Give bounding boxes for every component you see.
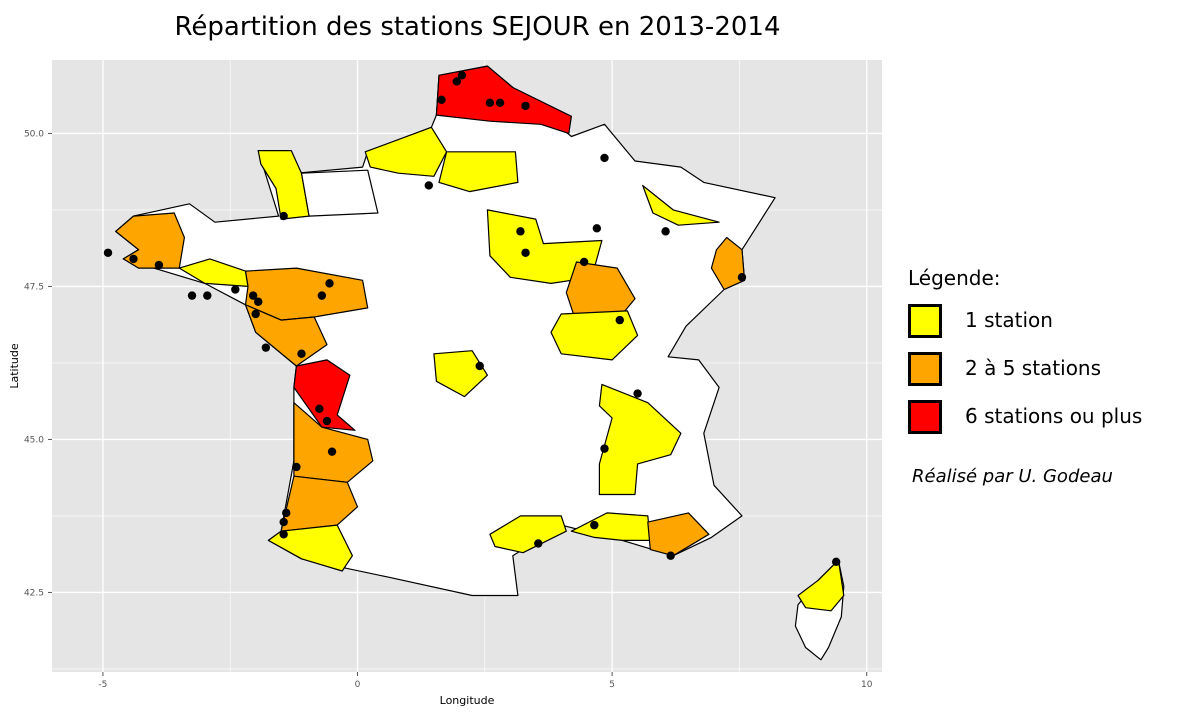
department-region: [364, 126, 448, 177]
department-region: [244, 304, 328, 367]
x-axis-title: Longitude: [440, 694, 495, 707]
y-tick-label: 47.5: [24, 282, 44, 292]
station-point: [187, 291, 197, 300]
legend-label-1: 1 station: [965, 308, 1053, 332]
y-tick-label: 42.5: [24, 588, 44, 598]
station-points: [103, 71, 841, 567]
station-point: [261, 343, 271, 352]
department-region: [433, 350, 488, 398]
station-point: [831, 557, 841, 567]
station-point: [457, 71, 467, 80]
station-point: [279, 530, 288, 539]
map-title: Répartition des stations SEJOUR en 2013-…: [174, 12, 781, 42]
station-point: [592, 224, 602, 233]
station-point: [317, 291, 327, 300]
station-point: [251, 309, 260, 319]
station-point: [297, 349, 306, 358]
station-point: [279, 517, 288, 527]
station-point: [521, 101, 530, 111]
map-plot: -5 0 5 10 42.5 45.0 47.5 50.0 Longitude Latitud…: [8, 60, 882, 707]
station-point: [231, 285, 240, 294]
station-point: [485, 98, 495, 108]
station-point: [615, 315, 624, 325]
station-point: [579, 257, 589, 267]
department-polygons: [115, 65, 845, 661]
x-tick-label: 0: [355, 680, 361, 690]
station-point: [129, 254, 138, 264]
station-point: [292, 462, 301, 472]
station-point: [203, 291, 212, 300]
legend-item: 1 station: [908, 304, 1053, 352]
station-point: [315, 404, 324, 414]
legend-swatch-2: [908, 352, 942, 386]
department-region: [300, 169, 379, 217]
department-region: [598, 383, 682, 496]
department-region: [435, 65, 573, 134]
station-point: [661, 227, 670, 236]
department-region: [438, 151, 519, 193]
y-axis-title: Latitude: [8, 343, 21, 389]
station-point: [103, 248, 113, 257]
station-point: [437, 95, 446, 104]
station-point: [737, 273, 747, 282]
legend-swatch-3: [908, 400, 942, 434]
department-region: [550, 310, 639, 361]
y-tick-label: 50.0: [24, 129, 44, 139]
legend-label-3: 6 stations ou plus: [965, 404, 1143, 428]
department-region: [797, 561, 845, 612]
x-tick-label: -5: [98, 680, 107, 690]
station-point: [248, 291, 258, 300]
legend-title: Légende:: [908, 266, 1001, 290]
department-region: [257, 150, 310, 220]
credit-text: Réalisé par U. Godeau: [912, 466, 1113, 487]
station-point: [590, 520, 599, 530]
station-point: [521, 248, 530, 257]
legend-label-2: 2 à 5 stations: [965, 356, 1102, 380]
department-region: [293, 359, 356, 431]
station-point: [254, 297, 263, 306]
legend-item: 6 stations ou plus: [908, 400, 1142, 448]
station-point: [322, 416, 332, 426]
y-tick-label: 45.0: [24, 435, 44, 445]
department-region: [710, 236, 746, 291]
department-region: [489, 515, 567, 554]
station-point: [279, 211, 288, 221]
station-point: [633, 389, 642, 398]
department-region: [647, 512, 710, 557]
station-point: [325, 279, 334, 288]
legend-item: 2 à 5 stations: [908, 352, 1101, 400]
axis-ticks: -5 0 5 10 42.5 45.0 47.5 50.0: [24, 129, 873, 690]
station-point: [424, 181, 434, 190]
x-tick-label: 10: [861, 680, 873, 690]
x-tick-label: 5: [609, 680, 615, 690]
station-point: [452, 77, 462, 86]
station-point: [534, 539, 543, 548]
station-point: [282, 508, 291, 518]
station-point: [600, 444, 609, 453]
station-point: [154, 260, 164, 270]
station-point: [495, 98, 505, 108]
station-point: [516, 227, 525, 236]
legend: Légende: 1 station 2 à 5 stations 6 stat…: [908, 266, 1142, 448]
station-point: [666, 551, 675, 560]
station-point: [475, 361, 484, 371]
station-point: [600, 153, 609, 163]
station-point: [327, 447, 337, 456]
legend-swatch-1: [908, 304, 942, 338]
department-region: [642, 184, 720, 226]
